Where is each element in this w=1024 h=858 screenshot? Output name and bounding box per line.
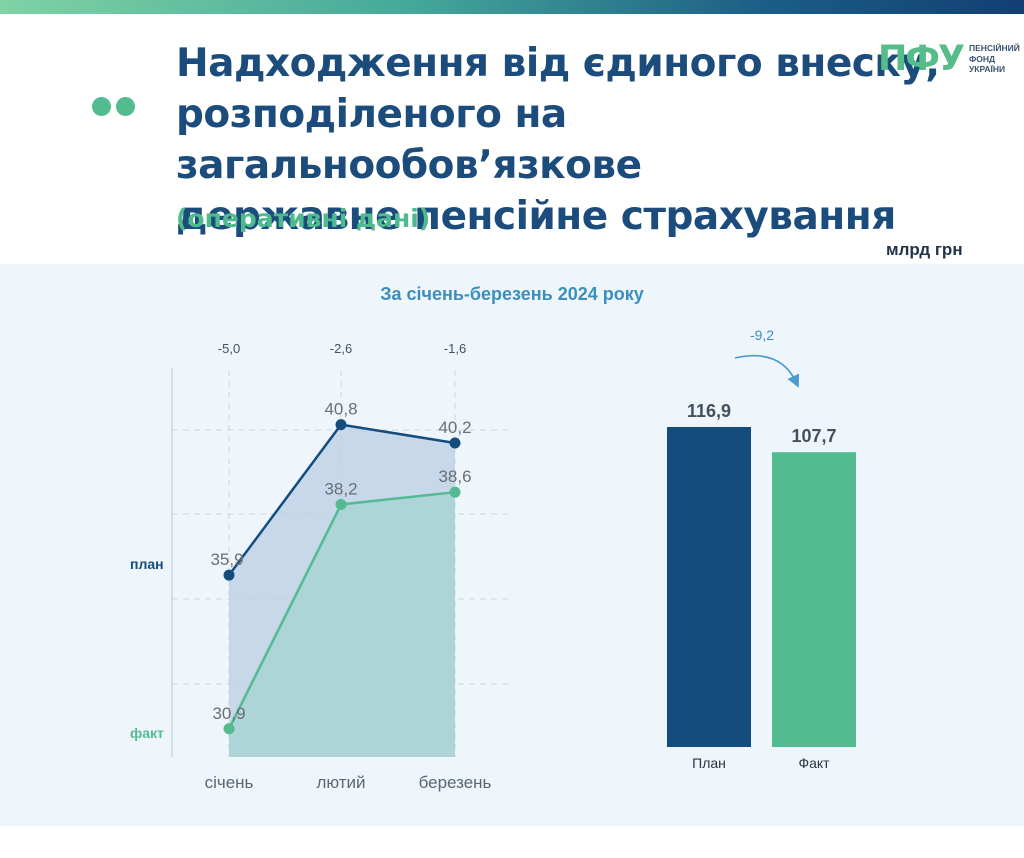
title-line-3: державне пенсійне страхування (176, 194, 896, 239)
bar-category-label: Факт (798, 755, 830, 771)
footer-strip (0, 826, 1024, 858)
bar (667, 427, 751, 747)
period-label: За січень-березень 2024 року (380, 284, 644, 304)
difference-label: -5,0 (218, 341, 240, 356)
fact-area (229, 492, 455, 757)
bar-difference-label: -9,2 (750, 327, 774, 343)
page-subtitle: (оперативні дані) (176, 204, 431, 233)
fact-value-label: 38,6 (438, 467, 471, 486)
logo-mark: ПФУ (878, 39, 965, 79)
fact-series-name: факт (130, 725, 164, 741)
logo-line-3: УКРАЇНИ (969, 64, 1006, 74)
logo-line-1: ПЕНСІЙНИЙ (969, 43, 1020, 53)
plan-value-label: 35,9 (210, 550, 243, 569)
bar-value-label: 116,9 (687, 401, 731, 421)
logo-line-2: ФОНД (969, 53, 996, 64)
fact-point (335, 498, 347, 510)
unit-label: млрд грн (886, 240, 963, 259)
plan-value-label: 40,2 (438, 418, 471, 437)
top-gradient-bar (0, 0, 1024, 14)
x-tick-label: лютий (316, 773, 365, 792)
fact-point (223, 723, 235, 735)
page-title: Надходження від єдиного внеску, розподіл… (176, 38, 976, 242)
fact-value-label: 38,2 (324, 479, 357, 498)
bar-value-label: 107,7 (791, 426, 836, 446)
logo-text: ПЕНСІЙНИЙ ФОНД УКРАЇНИ (969, 43, 1020, 75)
fact-value-label: 30,9 (212, 704, 245, 723)
bar-category-label: План (692, 755, 726, 771)
pfu-logo: ПФУ ПЕНСІЙНИЙ ФОНД УКРАЇНИ (878, 40, 1020, 78)
decorative-dots (92, 97, 140, 121)
plan-point (223, 569, 235, 581)
plan-point (449, 437, 461, 449)
plan-point (335, 419, 347, 431)
plan-series-name: план (130, 556, 164, 572)
title-line-2: розподіленого на загальнообов’язкове (176, 92, 642, 188)
plan-value-label: 40,8 (324, 400, 357, 419)
x-tick-label: січень (205, 773, 254, 792)
fact-point (449, 486, 461, 498)
title-line-1: Надходження від єдиного внеску, (176, 41, 940, 86)
difference-arrow (734, 354, 800, 388)
difference-label: -1,6 (444, 341, 466, 356)
x-tick-label: березень (419, 773, 492, 792)
bar (772, 452, 856, 747)
difference-label: -2,6 (330, 341, 352, 356)
